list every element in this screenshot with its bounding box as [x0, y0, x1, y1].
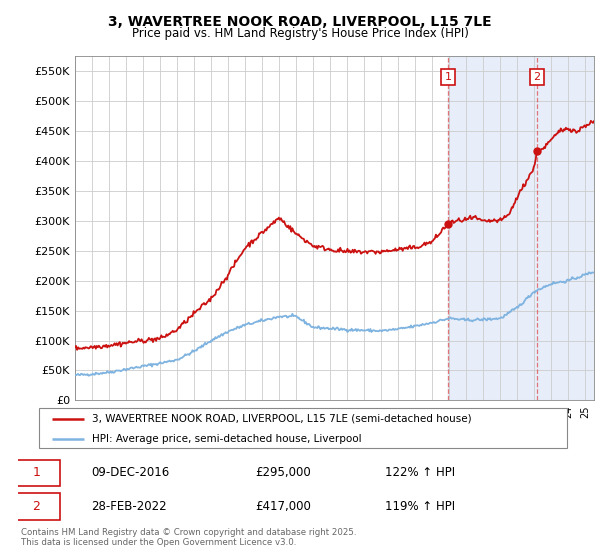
- Bar: [448, 56, 594, 400]
- Text: 28-FEB-2022: 28-FEB-2022: [91, 500, 167, 513]
- Text: 2: 2: [533, 72, 541, 82]
- Text: 3, WAVERTREE NOOK ROAD, LIVERPOOL, L15 7LE: 3, WAVERTREE NOOK ROAD, LIVERPOOL, L15 7…: [108, 15, 492, 29]
- Text: 1: 1: [445, 72, 451, 82]
- Text: 09-DEC-2016: 09-DEC-2016: [91, 466, 170, 479]
- Text: Price paid vs. HM Land Registry's House Price Index (HPI): Price paid vs. HM Land Registry's House …: [131, 27, 469, 40]
- FancyBboxPatch shape: [13, 493, 61, 520]
- Text: £417,000: £417,000: [255, 500, 311, 513]
- Text: HPI: Average price, semi-detached house, Liverpool: HPI: Average price, semi-detached house,…: [92, 434, 361, 444]
- Text: 119% ↑ HPI: 119% ↑ HPI: [385, 500, 455, 513]
- Text: 3, WAVERTREE NOOK ROAD, LIVERPOOL, L15 7LE (semi-detached house): 3, WAVERTREE NOOK ROAD, LIVERPOOL, L15 7…: [92, 414, 472, 424]
- FancyBboxPatch shape: [13, 460, 61, 486]
- FancyBboxPatch shape: [39, 408, 567, 448]
- Text: Contains HM Land Registry data © Crown copyright and database right 2025.
This d: Contains HM Land Registry data © Crown c…: [21, 528, 356, 547]
- Text: 2: 2: [32, 500, 40, 513]
- Text: 122% ↑ HPI: 122% ↑ HPI: [385, 466, 455, 479]
- Text: £295,000: £295,000: [255, 466, 311, 479]
- Text: 1: 1: [32, 466, 40, 479]
